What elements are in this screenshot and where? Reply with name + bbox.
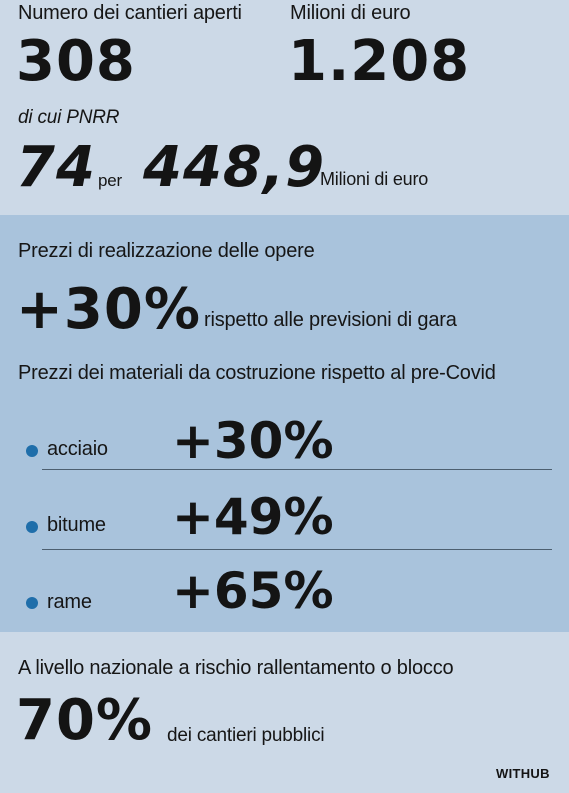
cantieri-label: Numero dei cantieri aperti bbox=[18, 2, 242, 24]
material-value: +65% bbox=[172, 562, 334, 620]
material-name: acciaio bbox=[47, 438, 108, 460]
cantieri-value: 308 bbox=[16, 29, 136, 94]
rischio-label: A livello nazionale a rischio rallentame… bbox=[18, 657, 454, 679]
prices-band bbox=[0, 215, 569, 632]
divider bbox=[42, 469, 552, 470]
bullet-icon bbox=[26, 521, 38, 533]
pnrr-count: 74 bbox=[16, 135, 96, 200]
bullet-icon bbox=[26, 597, 38, 609]
rischio-note: dei cantieri pubblici bbox=[167, 725, 325, 746]
materiali-label: Prezzi dei materiali da costruzione risp… bbox=[18, 362, 496, 384]
material-value: +49% bbox=[172, 488, 334, 546]
material-value: +30% bbox=[172, 412, 334, 470]
pnrr-amount: 448,9 bbox=[143, 135, 326, 200]
realizzazione-value: +30% bbox=[16, 277, 201, 342]
material-name: rame bbox=[47, 591, 92, 613]
material-name: bitume bbox=[47, 514, 106, 536]
pnrr-label: di cui PNRR bbox=[18, 107, 120, 128]
rischio-value: 70% bbox=[16, 688, 154, 753]
realizzazione-label: Prezzi di realizzazione delle opere bbox=[18, 240, 315, 262]
milioni-value: 1.208 bbox=[288, 29, 471, 94]
divider bbox=[42, 549, 552, 550]
bullet-icon bbox=[26, 445, 38, 457]
pnrr-unit: Milioni di euro bbox=[320, 169, 429, 189]
milioni-label: Milioni di euro bbox=[290, 2, 411, 24]
brand-logo: WITHUB bbox=[496, 766, 550, 781]
per-word: per bbox=[98, 171, 122, 190]
realizzazione-note: rispetto alle previsioni di gara bbox=[204, 309, 457, 331]
